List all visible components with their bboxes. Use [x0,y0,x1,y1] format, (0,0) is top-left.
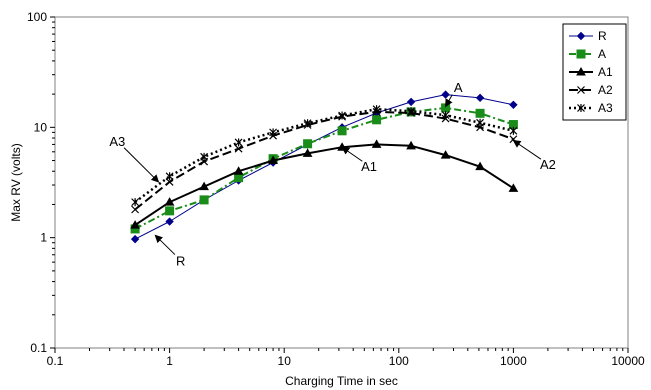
data-point-a2 [234,144,243,153]
series-line-a1 [134,143,514,226]
data-point-a [475,108,485,118]
annotation-label-a3: A3 [109,134,125,149]
data-point-a3 [338,111,347,120]
legend-item-a2: A2 [569,83,613,97]
legend-marker-a [576,49,586,59]
x-marker-stroke [509,135,518,144]
legend-label-a3: A3 [598,101,613,115]
annotation-label-a: A [454,80,463,95]
data-point-a [199,195,209,205]
data-point-a [441,103,451,113]
data-point-a [234,173,244,183]
x-tick-label: 10000 [611,354,645,368]
annotation-label-r: R [176,253,185,268]
x-marker-stroke [234,144,243,153]
x-tick-label: 10 [278,354,292,368]
annotation-arrow-a1 [341,146,363,162]
data-point-a3 [165,172,174,181]
data-point-a3 [200,152,209,161]
data-point-a [303,139,313,149]
y-tick-label: 0.1 [30,341,47,355]
legend-item-a3: A3 [569,101,613,115]
data-point-a3 [372,105,381,114]
data-point-a3 [303,119,312,128]
data-point-a3 [476,118,485,127]
x-tick-label: 100 [389,354,409,368]
y-axis-title: Max RV (volts) [9,143,23,221]
x-tick-label: 1 [166,354,173,368]
data-point-a1 [440,150,451,159]
legend-item-r: R [569,29,607,43]
series-line-a3 [134,107,514,204]
data-point-r [130,234,140,244]
data-point-r [406,97,416,107]
data-point-a1 [199,181,209,191]
x-tick-label: 0.1 [47,354,64,368]
x-axis-title: Charging Time in sec [285,374,398,388]
legend-marker-a3 [577,104,585,112]
annotation-label-a1: A1 [361,159,377,174]
legend-label-r: R [598,29,607,43]
legend-label-a2: A2 [598,83,613,97]
data-point-a [165,206,175,216]
data-point-r [441,90,450,99]
legend-label-a1: A1 [598,65,613,79]
legend-marker-r [576,31,586,41]
annotation-arrow-r [154,234,176,255]
data-point-a3 [441,111,450,120]
x-tick-label: 1000 [500,354,527,368]
legend-label-a: A [598,47,606,61]
y-tick-label: 10 [34,120,48,134]
data-point-a3 [269,128,278,137]
data-point-r [165,217,174,226]
x-marker-stroke [131,205,140,214]
x-marker-stroke [577,86,585,94]
data-point-a1 [302,148,313,157]
y-tick-label: 100 [27,10,47,24]
legend-item-a1: A1 [569,65,613,79]
data-point-a3 [234,138,243,147]
data-point-a3 [509,126,518,135]
data-point-a1 [130,220,140,229]
data-point-a1 [508,183,519,192]
data-point-a2 [131,205,140,214]
legend-marker-a2 [577,86,585,94]
data-point-a3 [407,107,416,116]
data-point-r [509,100,518,110]
series-layer [130,90,519,244]
data-point-a1 [164,197,175,206]
legend-marker-a1 [576,66,586,76]
legend: RA A1 A2 A3 [562,23,627,121]
series-line-a [134,106,514,230]
y-tick-label: 1 [40,231,47,245]
series-line-a2 [134,110,514,211]
data-point-a1 [233,166,244,175]
series-a1 [130,139,519,229]
series-a3 [131,105,518,207]
series-line-r [134,94,514,240]
annotation-layer: A A1 A2 A3 R [109,80,555,269]
data-point-a1 [475,161,485,171]
data-point-a1 [371,139,382,148]
annotation-label-a2: A2 [540,157,556,172]
data-point-a1 [268,155,278,165]
annotation-arrow-a3 [123,147,160,183]
data-point-a1 [406,140,416,150]
annotation-arrow-a [445,94,453,108]
data-point-a3 [131,198,140,207]
plot-area [54,16,629,349]
annotation-arrow-a2 [512,139,542,160]
plot-border [54,16,629,349]
data-point-a [372,115,382,125]
data-point-a2 [165,178,174,186]
legend-item-a: A [569,47,606,61]
axes: 0.1 1 10 100 1000 10000 0.1 1 10 100 [27,10,645,368]
data-point-a [337,126,347,136]
x-marker-stroke [165,178,174,186]
data-point-r [475,93,485,103]
